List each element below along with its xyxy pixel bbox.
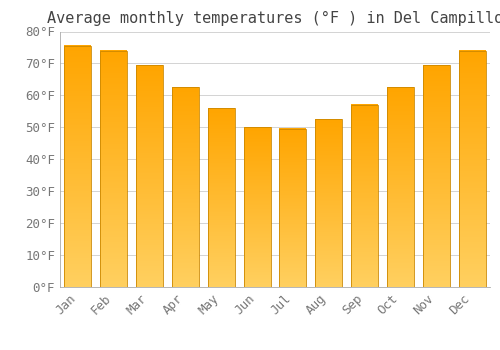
Bar (172, 88, 199, 287)
Bar (64, 46, 92, 287)
Bar (244, 127, 270, 287)
Bar (387, 88, 414, 287)
Title: Average monthly temperatures (°F ) in Del Campillo: Average monthly temperatures (°F ) in De… (47, 11, 500, 26)
Bar (351, 105, 378, 287)
Bar (136, 65, 163, 287)
Bar (208, 108, 234, 287)
Bar (316, 119, 342, 287)
Bar (100, 51, 127, 287)
Bar (458, 51, 485, 287)
Bar (423, 65, 450, 287)
Bar (280, 129, 306, 287)
